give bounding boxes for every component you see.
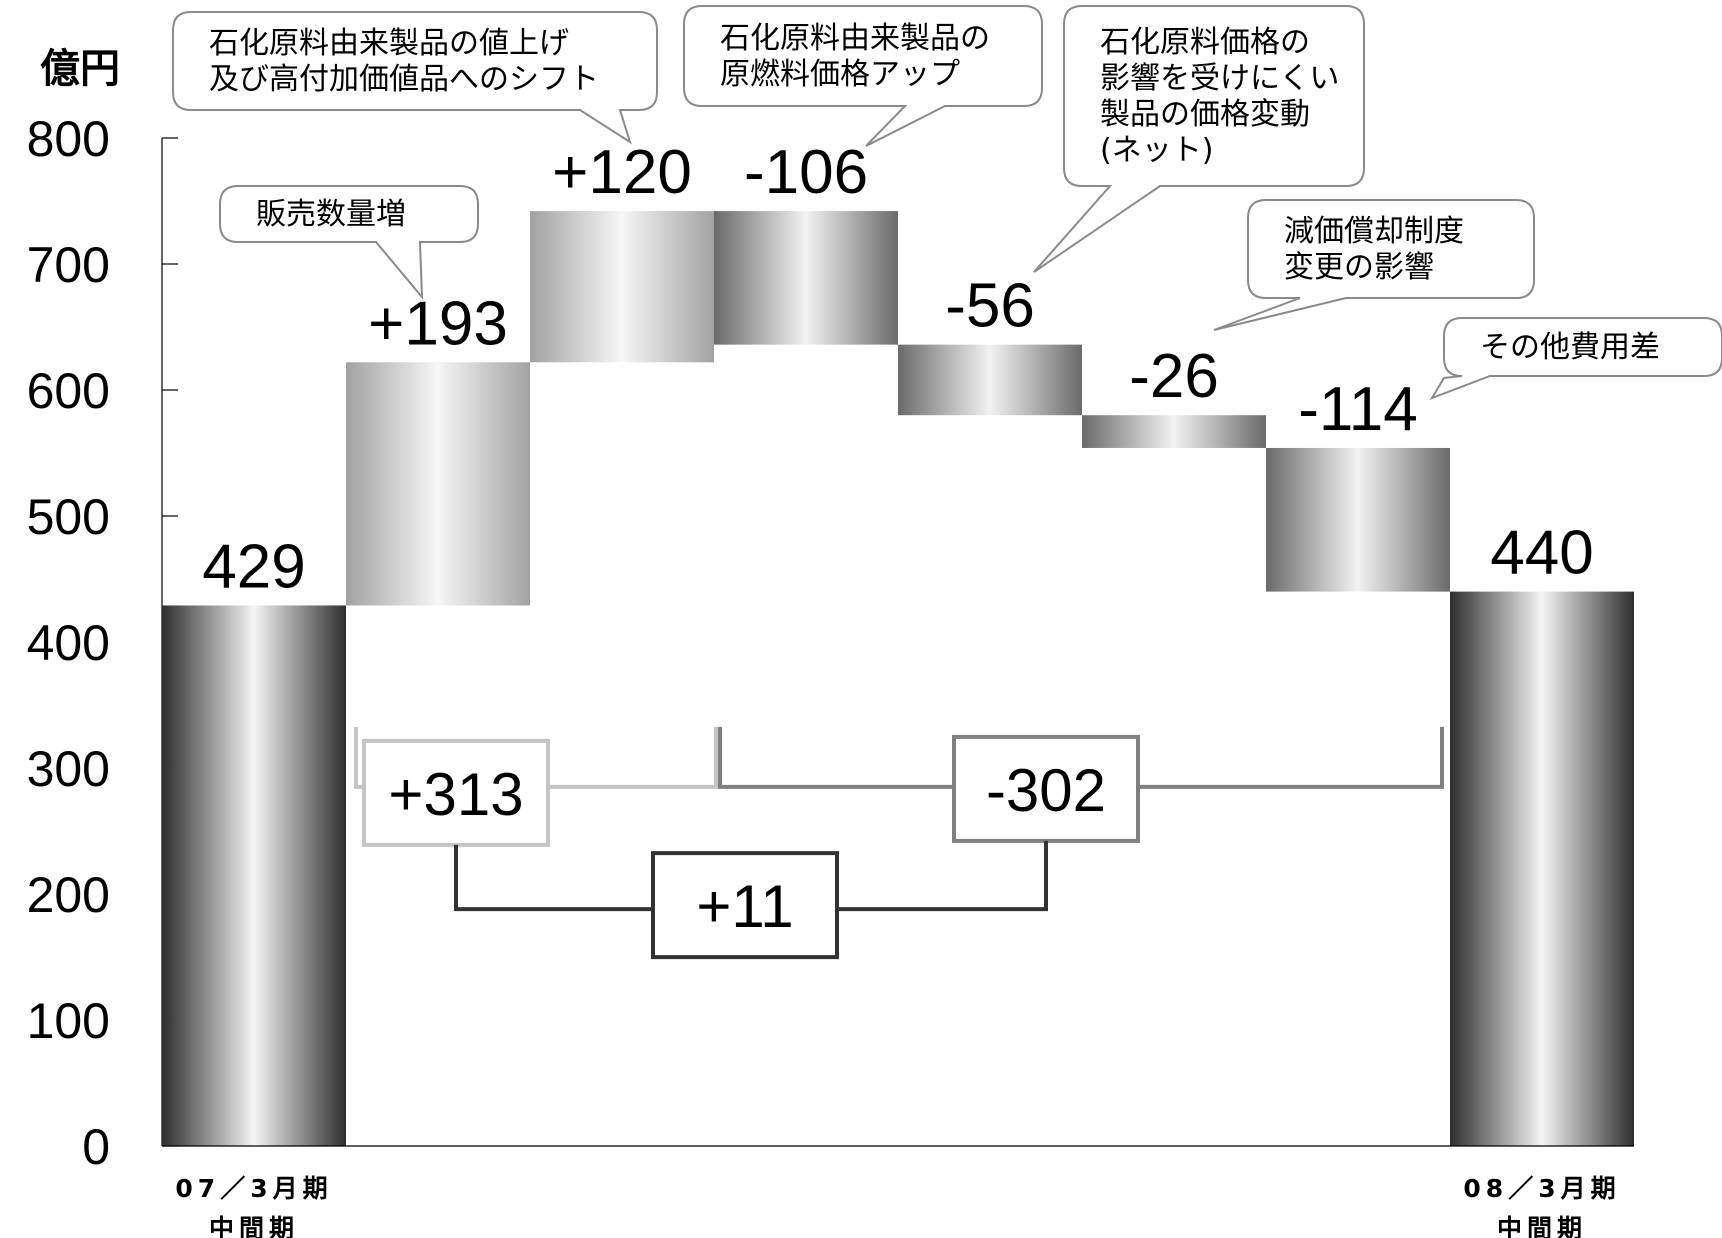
callout-text: 減価償却制度 [1284, 214, 1464, 249]
data-label: +193 [368, 289, 508, 358]
callouts: 販売数量増石化原料由来製品の値上げ及び高付加価値品へのシフト石化原料由来製品の原… [172, 5, 1722, 400]
x-tick-label: 07／3月期 [175, 1174, 332, 1203]
data-label: -106 [744, 138, 868, 207]
callout-text: 石化原料由来製品の [720, 21, 990, 56]
callout-bubble [1033, 5, 1365, 273]
data-label: +120 [552, 138, 692, 207]
data-label: 440 [1490, 519, 1593, 588]
y-tick-label: 300 [27, 741, 110, 797]
y-tick-label: 100 [27, 993, 110, 1049]
data-label: -26 [1129, 342, 1219, 411]
bracket-net: +11 [454, 840, 1048, 960]
y-tick-label: 0 [82, 1119, 110, 1175]
bar [530, 211, 714, 363]
callout-text: 石化原料由来製品の値上げ [209, 26, 569, 61]
x-tick-label: 08／3月期 [1463, 1174, 1620, 1203]
bars [162, 211, 1634, 1146]
callout-bubble [683, 5, 1043, 147]
callout-text: 原燃料価格アップ [720, 57, 960, 92]
y-tick-label: 200 [27, 867, 110, 923]
callout-text: 影響を受けにくい [1100, 61, 1339, 96]
callout-bubble [172, 11, 658, 145]
bar [1266, 447, 1450, 592]
data-label: 429 [202, 532, 305, 601]
brackets: +313 -302 +11 [354, 726, 1444, 960]
data-label: -114 [1298, 375, 1418, 444]
callout-text: 製品の価格変動 [1100, 97, 1310, 132]
callout: その他費用差 [1429, 317, 1722, 400]
x-tick-label: 中間期 [1497, 1214, 1587, 1238]
callout-text: (ネット) [1100, 133, 1213, 168]
bracket-decreases: -302 [718, 726, 1444, 843]
bracket-label: +313 [388, 761, 523, 828]
bracket-increases: +313 [354, 726, 718, 847]
callout-text: 販売数量増 [256, 197, 406, 232]
bar [162, 605, 346, 1146]
y-tick-label: 600 [27, 363, 110, 419]
callout-bubble [219, 185, 479, 300]
y-axis-unit: 億円 [40, 46, 120, 92]
data-label: -56 [945, 272, 1035, 341]
y-tick-label: 800 [27, 111, 110, 167]
bracket-box [362, 738, 550, 847]
bar [346, 362, 530, 606]
bar [1082, 415, 1266, 448]
bar [898, 344, 1082, 416]
callout-text: その他費用差 [1480, 330, 1660, 365]
y-tick-label: 500 [27, 489, 110, 545]
y-tick-label: 700 [27, 237, 110, 293]
bracket-label: +11 [696, 873, 793, 940]
y-axis: 0 100 200 300 400 500 600 700 800 [27, 111, 178, 1175]
callout-bubble [1429, 317, 1722, 400]
callout-text: 石化原料価格の [1100, 25, 1310, 60]
y-tick-label: 400 [27, 615, 110, 671]
bracket-label: -302 [986, 757, 1106, 824]
callout: 販売数量増 [219, 185, 479, 300]
callout-text: 及び高付加価値品へのシフト [209, 62, 599, 97]
bar [714, 211, 898, 345]
callout-bubble [1213, 199, 1535, 331]
bracket-box [651, 851, 839, 960]
x-tick-label: 中間期 [209, 1214, 299, 1238]
callout-text: 変更の影響 [1284, 250, 1434, 285]
value-labels: 429 +193 +120 -106 -56 -26 -114 440 [202, 138, 1593, 601]
bar [1450, 591, 1634, 1146]
